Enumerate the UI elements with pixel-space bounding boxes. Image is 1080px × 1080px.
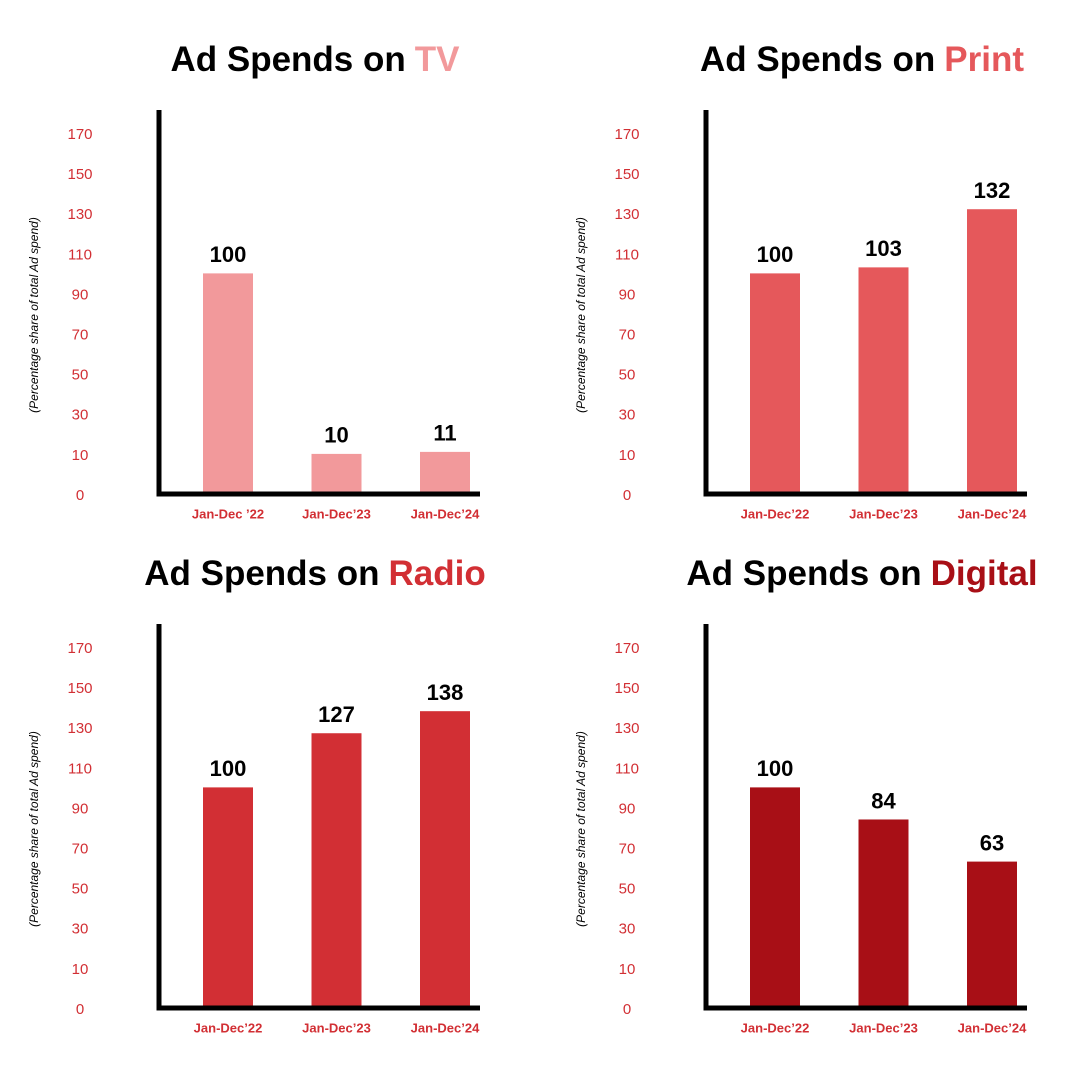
y-tick-label: 10 — [72, 447, 89, 464]
y-tick-label: 150 — [67, 166, 92, 183]
x-tick-label: Jan-Dec’23 — [302, 506, 371, 521]
data-label: 103 — [865, 236, 902, 261]
title-text: Ad Spends on — [144, 554, 379, 593]
title-text: Ad Spends on — [700, 40, 935, 79]
title-highlight: TV — [415, 40, 460, 79]
y-tick-label: 130 — [67, 206, 92, 223]
y-tick-label: 90 — [72, 800, 89, 817]
bar — [311, 453, 362, 494]
x-tick-label: Jan-Dec’22 — [194, 1020, 263, 1035]
y-tick-label: 10 — [619, 961, 636, 978]
y-tick-label: 30 — [72, 921, 89, 938]
y-tick-label: 170 — [67, 126, 92, 143]
data-label: 10 — [324, 423, 348, 448]
y-axis-label: (Percentage share of total Ad spend) — [27, 731, 41, 927]
chart-title: Ad Spends on Radio — [144, 554, 486, 593]
y-tick-label: 110 — [68, 760, 92, 777]
y-tick-label: 70 — [619, 327, 636, 344]
x-tick-label: Jan-Dec’22 — [741, 506, 810, 521]
title-text: Ad Spends on — [686, 554, 921, 593]
bar — [750, 787, 800, 1008]
y-tick-label: 110 — [615, 246, 639, 263]
y-tick-label: 10 — [72, 961, 89, 978]
y-tick-label: 30 — [619, 407, 636, 424]
chart-title: Ad Spends on Print — [700, 40, 1024, 79]
bar — [203, 787, 253, 1008]
chart-panel: Ad Spends on Digital (Percentage share of … — [574, 554, 1037, 1035]
y-tick-label: 130 — [614, 206, 639, 223]
y-tick-label: 50 — [72, 367, 89, 384]
bar — [203, 273, 253, 494]
y-tick-label: 110 — [615, 760, 639, 777]
y-tick-label: 0 — [76, 487, 84, 504]
bar — [420, 451, 470, 494]
bar — [967, 861, 1017, 1008]
chart-panel: Ad Spends on TV (Percentage share of total… — [27, 40, 480, 521]
y-tick-label: 90 — [619, 286, 636, 303]
x-tick-label: Jan-Dec ’22 — [192, 506, 264, 521]
y-tick-label: 90 — [72, 286, 89, 303]
y-tick-label: 30 — [72, 407, 89, 424]
y-tick-label: 150 — [614, 680, 639, 697]
x-tick-label: Jan-Dec’24 — [411, 506, 480, 521]
y-tick-label: 50 — [619, 367, 636, 384]
x-tick-label: Jan-Dec’24 — [958, 1020, 1027, 1035]
data-label: 100 — [210, 242, 247, 267]
title-highlight: Radio — [389, 554, 486, 593]
x-tick-label: Jan-Dec’24 — [958, 506, 1027, 521]
data-label: 100 — [210, 756, 247, 781]
chart-panel: Ad Spends on Print (Percentage share of to… — [574, 40, 1027, 521]
x-tick-label: Jan-Dec’23 — [849, 506, 918, 521]
y-tick-label: 50 — [72, 881, 89, 898]
y-tick-label: 50 — [619, 881, 636, 898]
data-label: 127 — [318, 702, 355, 727]
y-tick-label: 70 — [72, 841, 89, 858]
data-label: 11 — [433, 421, 456, 446]
y-axis-label: (Percentage share of total Ad spend) — [574, 731, 588, 927]
y-tick-label: 70 — [72, 327, 89, 344]
y-axis-label: (Percentage share of total Ad spend) — [27, 217, 41, 413]
y-tick-label: 70 — [619, 841, 636, 858]
y-tick-label: 150 — [614, 166, 639, 183]
x-tick-label: Jan-Dec’23 — [849, 1020, 918, 1035]
y-tick-label: 0 — [623, 1001, 631, 1018]
chart-panel: Ad Spends on Radio (Percentage share of to… — [27, 554, 486, 1035]
bar — [858, 267, 909, 494]
chart-title: Ad Spends on TV — [170, 40, 460, 79]
y-tick-label: 30 — [619, 921, 636, 938]
y-axis-label: (Percentage share of total Ad spend) — [574, 217, 588, 413]
x-tick-label: Jan-Dec’22 — [741, 1020, 810, 1035]
y-tick-label: 130 — [614, 720, 639, 737]
data-label: 63 — [980, 830, 1004, 855]
y-tick-label: 150 — [67, 680, 92, 697]
chart-title: Ad Spends on Digital — [686, 554, 1037, 593]
y-tick-label: 170 — [67, 640, 92, 657]
y-tick-label: 130 — [67, 720, 92, 737]
x-tick-label: Jan-Dec’24 — [411, 1020, 480, 1035]
y-tick-label: 90 — [619, 800, 636, 817]
bar — [750, 273, 800, 494]
data-label: 100 — [757, 242, 794, 267]
bar — [967, 209, 1017, 494]
y-tick-label: 170 — [614, 126, 639, 143]
data-label: 100 — [757, 756, 794, 781]
y-tick-label: 10 — [619, 447, 636, 464]
y-tick-label: 0 — [76, 1001, 84, 1018]
title-text: Ad Spends on — [170, 40, 405, 79]
data-label: 132 — [974, 178, 1011, 203]
bar — [858, 819, 909, 1008]
y-tick-label: 110 — [68, 246, 92, 263]
data-label: 138 — [427, 680, 464, 705]
bar — [311, 733, 362, 1008]
y-tick-label: 170 — [614, 640, 639, 657]
title-highlight: Digital — [931, 554, 1038, 593]
y-tick-label: 0 — [623, 487, 631, 504]
title-highlight: Print — [944, 40, 1024, 79]
x-tick-label: Jan-Dec’23 — [302, 1020, 371, 1035]
bar — [420, 711, 470, 1008]
data-label: 84 — [871, 788, 896, 813]
